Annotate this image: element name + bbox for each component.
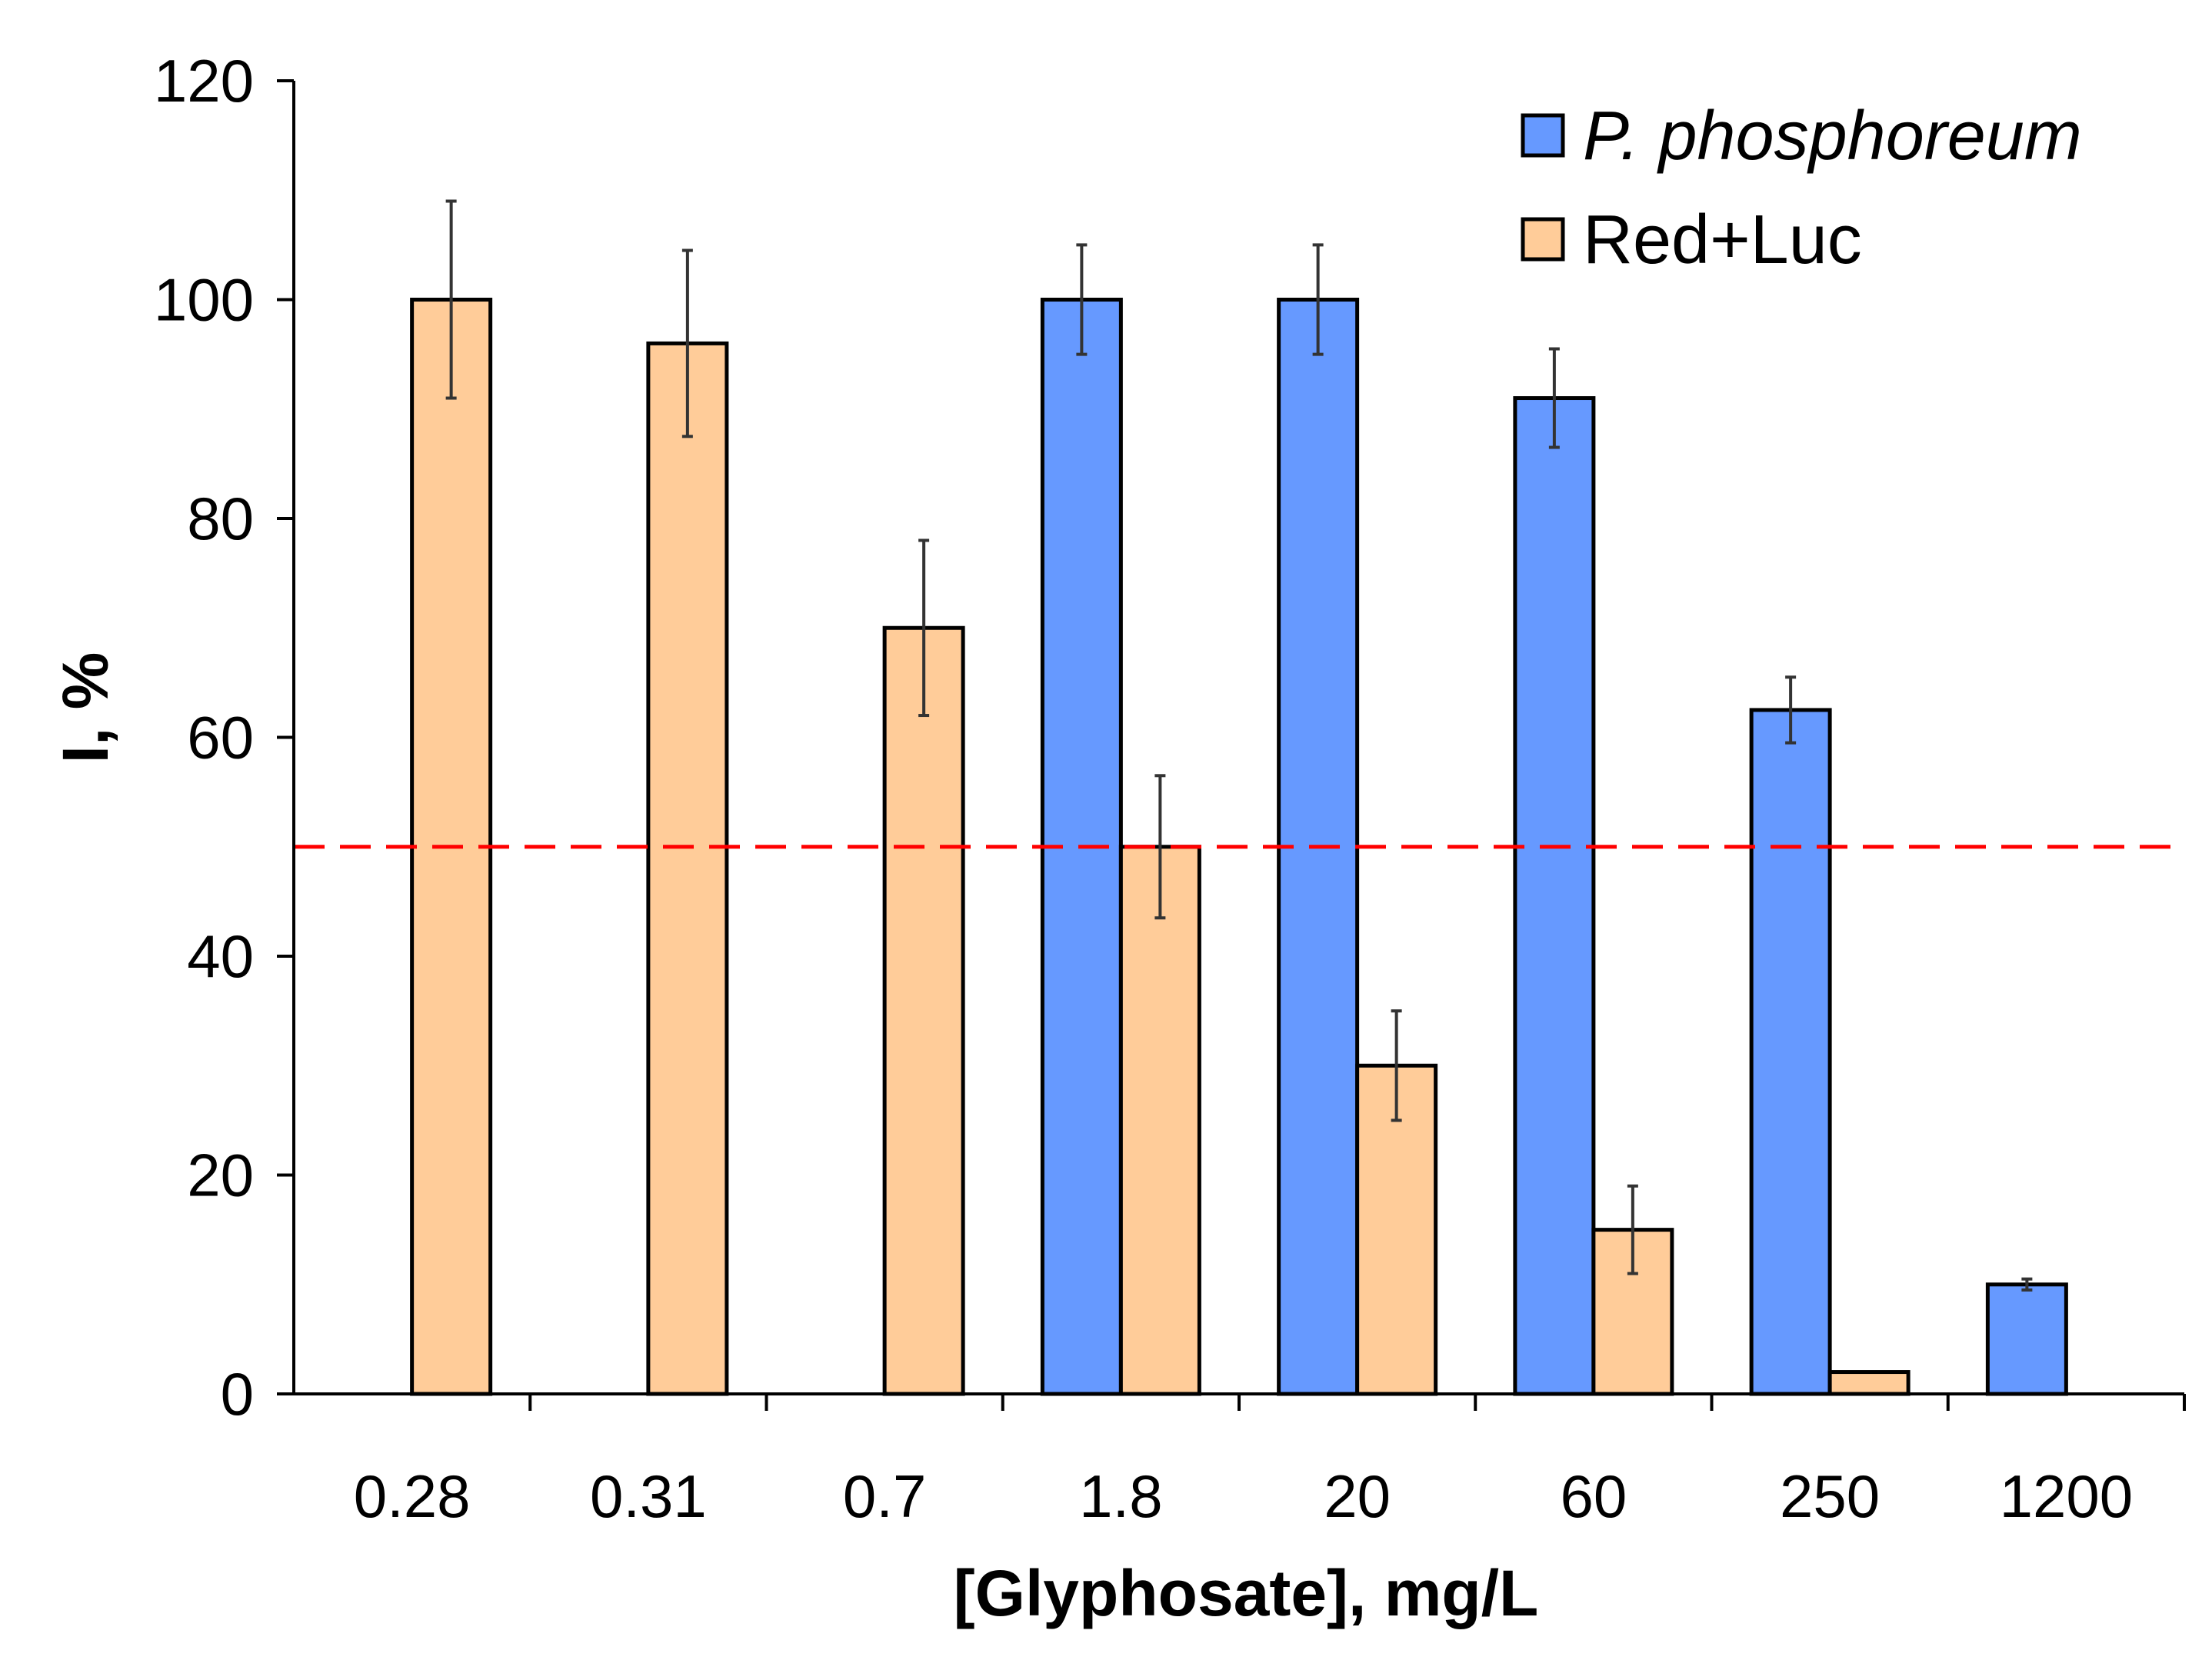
- x-tick-label-60: 60: [1560, 1462, 1627, 1530]
- y-tick-label-120: 120: [154, 47, 254, 115]
- legend-label-red-luc: Red+Luc: [1583, 202, 1862, 278]
- legend: P. phosphoreum Red+Luc: [1521, 98, 2082, 278]
- bar-red-luc-250: [1827, 1370, 1911, 1396]
- legend-swatch-red-luc: [1521, 217, 1565, 262]
- legend-swatch-p-phosphoreum: [1521, 113, 1565, 158]
- y-tick-label-40: 40: [187, 922, 254, 990]
- x-tick-label-1200: 1200: [2000, 1462, 2134, 1530]
- x-tick-label-0.28: 0.28: [354, 1462, 471, 1530]
- bar-p-phosphoreum-250: [1749, 708, 1832, 1396]
- y-tick-label-80: 80: [187, 485, 254, 552]
- y-tick-label-60: 60: [187, 704, 254, 772]
- x-tick-label-20: 20: [1324, 1462, 1391, 1530]
- bar-red-luc-1.8: [1118, 845, 1201, 1396]
- x-tick-label-1.8: 1.8: [1079, 1462, 1162, 1530]
- bar-p-phosphoreum-60: [1513, 396, 1596, 1396]
- x-tick-label-250: 250: [1780, 1462, 1880, 1530]
- y-axis-title: I, %: [49, 652, 122, 764]
- y-tick-label-0: 0: [221, 1360, 254, 1428]
- x-tick-label-0.31: 0.31: [590, 1462, 707, 1530]
- legend-label-p-phosphoreum: P. phosphoreum: [1583, 98, 2082, 175]
- bar-p-phosphoreum-1200: [1985, 1282, 2068, 1396]
- bar-red-luc-0.31: [646, 341, 729, 1396]
- x-axis-title: [Glyphosate], mg/L: [954, 1557, 1539, 1629]
- y-tick-label-100: 100: [154, 266, 254, 334]
- y-tick-label-20: 20: [187, 1142, 254, 1209]
- bar-red-luc-0.7: [882, 625, 965, 1396]
- x-tick-label-0.7: 0.7: [843, 1462, 926, 1530]
- plot-area: 0 20 40 60 80 100 120 0.28 0.31 0.7 1.8 20 60 250 1200: [154, 47, 2186, 1530]
